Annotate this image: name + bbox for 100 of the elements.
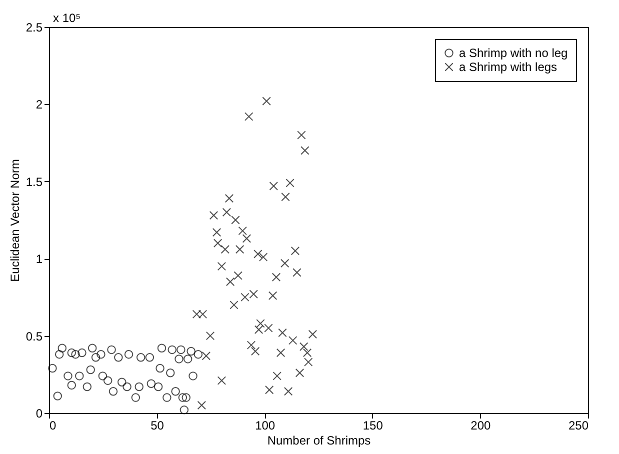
y-tick-label: 1.5 bbox=[26, 174, 43, 189]
point bbox=[217, 262, 226, 271]
point bbox=[280, 258, 290, 268]
point bbox=[284, 387, 293, 396]
point bbox=[238, 226, 247, 236]
y-tick-label: 1 bbox=[36, 252, 43, 266]
point bbox=[86, 365, 95, 374]
point bbox=[304, 358, 313, 366]
x-axis-title: Number of Shrimps bbox=[267, 434, 371, 448]
point bbox=[82, 382, 92, 392]
point bbox=[308, 330, 318, 339]
point bbox=[146, 379, 156, 388]
point bbox=[162, 393, 172, 402]
point bbox=[156, 364, 164, 373]
point bbox=[272, 372, 282, 380]
point bbox=[226, 277, 235, 286]
point bbox=[290, 246, 300, 256]
x-tick-label: 50 bbox=[150, 418, 164, 432]
point bbox=[71, 350, 80, 359]
point bbox=[183, 354, 192, 364]
point bbox=[268, 291, 278, 300]
point bbox=[288, 336, 298, 345]
x-tick-label: 150 bbox=[362, 418, 384, 432]
point bbox=[212, 228, 222, 237]
point bbox=[64, 372, 72, 380]
point bbox=[145, 353, 154, 362]
point bbox=[122, 382, 132, 392]
point bbox=[75, 372, 84, 380]
x-tick-label: 100 bbox=[255, 418, 276, 432]
point bbox=[107, 345, 116, 354]
y-tick-label: 2 bbox=[36, 98, 43, 112]
point bbox=[272, 272, 281, 282]
point bbox=[157, 344, 166, 353]
point bbox=[242, 234, 252, 243]
point bbox=[246, 340, 256, 350]
point bbox=[230, 300, 238, 310]
legend-label: a Shrimp with legs bbox=[459, 60, 558, 74]
point bbox=[302, 348, 312, 358]
point bbox=[180, 406, 189, 414]
y-axis-title: Euclidean Vector Norm bbox=[8, 159, 22, 282]
point bbox=[249, 290, 258, 298]
point bbox=[48, 364, 57, 373]
point bbox=[96, 350, 106, 359]
y-tick-label: 2.5 bbox=[26, 20, 43, 34]
point bbox=[67, 348, 76, 358]
point bbox=[131, 393, 140, 402]
point bbox=[186, 346, 196, 356]
point bbox=[134, 382, 144, 392]
point bbox=[114, 353, 123, 362]
point bbox=[299, 342, 308, 351]
point bbox=[168, 345, 176, 354]
point bbox=[235, 244, 244, 254]
point bbox=[136, 353, 146, 362]
point bbox=[234, 271, 242, 280]
point bbox=[174, 354, 184, 364]
point bbox=[78, 348, 86, 358]
point bbox=[297, 130, 306, 140]
point bbox=[217, 376, 226, 385]
point bbox=[213, 238, 222, 248]
point bbox=[262, 96, 271, 106]
point bbox=[300, 146, 310, 155]
point bbox=[209, 210, 218, 220]
point bbox=[250, 346, 260, 356]
point bbox=[224, 194, 234, 203]
point bbox=[67, 380, 76, 390]
point bbox=[118, 378, 126, 386]
point bbox=[278, 328, 287, 338]
point bbox=[269, 182, 278, 190]
point bbox=[281, 192, 290, 202]
point bbox=[206, 331, 215, 340]
point bbox=[58, 344, 67, 353]
point bbox=[220, 244, 230, 254]
point bbox=[98, 372, 108, 380]
x-tick-label: 0 bbox=[50, 418, 56, 432]
point bbox=[244, 112, 254, 121]
point bbox=[171, 387, 180, 396]
point bbox=[188, 372, 198, 380]
point bbox=[295, 368, 304, 378]
point bbox=[178, 393, 188, 402]
point bbox=[254, 250, 262, 258]
point bbox=[124, 350, 134, 359]
legend-label: a Shrimp with no leg bbox=[459, 46, 568, 60]
point bbox=[182, 393, 190, 402]
x-tick-label: 200 bbox=[470, 418, 492, 432]
point bbox=[264, 385, 274, 394]
point bbox=[292, 268, 302, 277]
point bbox=[103, 376, 112, 385]
point bbox=[240, 292, 250, 302]
point bbox=[108, 387, 118, 396]
y-tick-label: 0 bbox=[36, 406, 43, 420]
point bbox=[166, 368, 175, 378]
point bbox=[258, 252, 268, 262]
point bbox=[54, 350, 64, 359]
point bbox=[276, 348, 286, 358]
x-tick-label: 250 bbox=[568, 418, 589, 432]
y-tick-label: 0.5 bbox=[26, 329, 43, 344]
point bbox=[154, 382, 163, 392]
point bbox=[53, 392, 62, 400]
point bbox=[197, 400, 206, 410]
point bbox=[256, 319, 265, 328]
